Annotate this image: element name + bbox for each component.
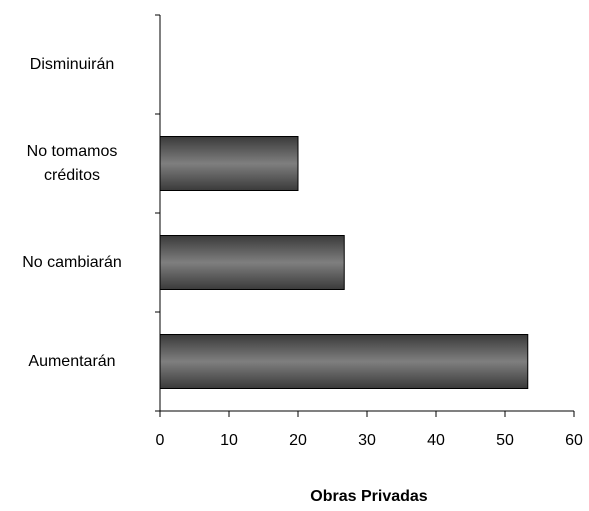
y-tick-label: Aumentarán xyxy=(28,352,116,370)
y-tick-label: No cambiarán xyxy=(22,253,122,271)
x-tick-label: 10 xyxy=(220,432,238,449)
y-tick-label: No tomamos créditos xyxy=(26,142,118,184)
x-tick-label: 50 xyxy=(496,432,514,449)
x-tick-label: 40 xyxy=(427,432,445,449)
x-tick-label: 30 xyxy=(358,432,376,449)
bar xyxy=(159,136,299,191)
x-tick-label: 20 xyxy=(289,432,307,449)
bar xyxy=(159,334,529,389)
bar xyxy=(159,235,345,290)
x-tick-label: 0 xyxy=(156,432,165,449)
x-tick-label: 60 xyxy=(565,432,583,449)
x-axis-title: Obras Privadas xyxy=(310,488,428,505)
y-tick-label: Disminuirán xyxy=(29,55,115,73)
